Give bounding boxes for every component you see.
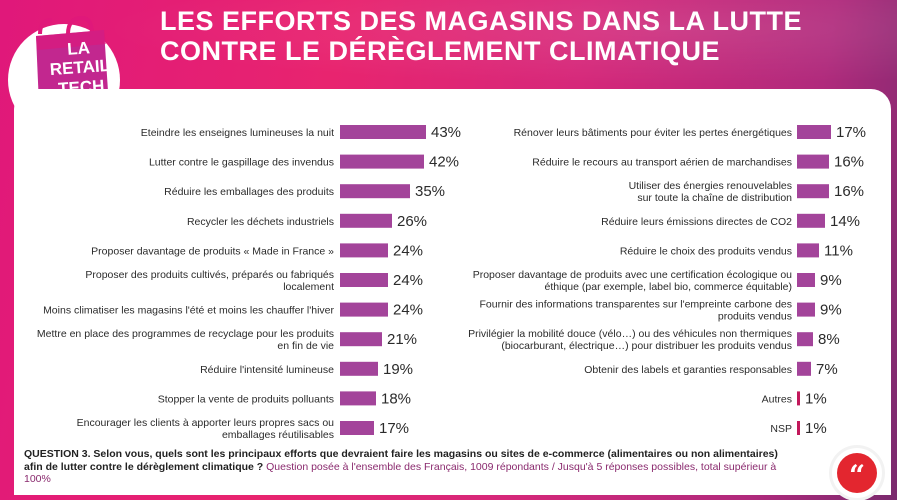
category-label-chart2-6-0: Fournir des informations transparentes s…: [480, 299, 793, 311]
category-label-chart1-0-0: Eteindre les enseignes lumineuses la nui…: [141, 127, 334, 139]
value-label-chart1-0: 43%: [431, 124, 461, 141]
bar-chart2-9: [797, 391, 800, 406]
bar-chart1-10: [340, 421, 374, 435]
value-label-chart2-3: 14%: [830, 213, 860, 230]
bar-chart2-7: [797, 332, 813, 347]
category-label-chart2-7-1: (biocarburant, électrique…) pour distrib…: [501, 340, 792, 352]
value-label-chart1-4: 24%: [393, 242, 423, 259]
value-label-chart2-6: 9%: [820, 302, 842, 319]
bar-chart1-8: [340, 361, 378, 376]
category-label-chart2-5-1: éthique (par exemple, label bio, commerc…: [545, 281, 792, 293]
bar-chart2-1: [797, 154, 829, 169]
bar-chart2-8: [797, 361, 811, 376]
category-label-chart1-10-1: emballages réutilisables: [222, 429, 334, 441]
category-label-chart1-9-0: Stopper la vente de produits polluants: [158, 393, 334, 405]
value-label-chart2-2: 16%: [834, 183, 864, 200]
value-label-chart1-10: 17%: [379, 420, 409, 437]
category-label-chart2-2-1: sur toute la chaîne de distribution: [637, 192, 792, 204]
bar-chart2-4: [797, 243, 819, 258]
value-label-chart1-1: 42%: [429, 154, 459, 171]
bar-chart1-0: [340, 125, 426, 139]
category-label-chart1-7-0: Mettre en place des programmes de recycl…: [37, 328, 334, 340]
quote-icon: “: [837, 453, 877, 493]
bar-chart2-6: [797, 302, 815, 317]
bar-chart1-7: [340, 332, 382, 347]
question-caption: QUESTION 3. Selon vous, quels sont les p…: [24, 448, 784, 486]
content-panel: [14, 89, 891, 495]
bar-chart2-3: [797, 213, 825, 228]
category-label-chart1-8-0: Réduire l'intensité lumineuse: [200, 364, 334, 376]
category-label-chart1-3-0: Recycler les déchets industriels: [187, 216, 334, 228]
category-label-chart1-5-0: Proposer des produits cultivés, préparés…: [85, 269, 334, 281]
value-label-chart2-5: 9%: [820, 272, 842, 289]
value-label-chart2-10: 1%: [805, 420, 827, 437]
category-label-chart1-2-0: Réduire les emballages des produits: [164, 186, 334, 198]
bar-chart1-5: [340, 273, 388, 287]
quote-badge[interactable]: “: [832, 448, 882, 498]
value-label-chart2-0: 17%: [836, 124, 866, 141]
title-line-2: CONTRE LE DÉRÈGLEMENT CLIMATIQUE: [160, 36, 720, 66]
value-label-chart2-4: 11%: [824, 242, 853, 259]
category-label-chart2-4-0: Réduire le choix des produits vendus: [620, 245, 792, 257]
category-label-chart2-10-0: NSP: [770, 423, 792, 435]
bar-chart2-5: [797, 273, 815, 287]
bar-chart1-3: [340, 213, 392, 228]
value-label-chart2-9: 1%: [805, 390, 827, 407]
category-label-chart1-10-0: Encourager les clients à apporter leurs …: [77, 417, 335, 429]
value-label-chart2-8: 7%: [816, 361, 838, 378]
question-note: Question posée à l'ensemble des Français…: [24, 460, 777, 486]
value-label-chart2-7: 8%: [818, 331, 840, 348]
bar-chart1-1: [340, 154, 424, 169]
category-label-chart2-6-1: produits vendus: [718, 311, 792, 323]
category-label-chart2-9-0: Autres: [762, 393, 792, 405]
bar-chart1-6: [340, 302, 388, 317]
bar-chart2-10: [797, 421, 800, 435]
value-label-chart2-1: 16%: [834, 154, 864, 171]
value-label-chart1-3: 26%: [397, 213, 427, 230]
category-label-chart2-1-0: Réduire le recours au transport aérien d…: [532, 157, 792, 169]
question-text: QUESTION 3. Selon vous, quels sont les p…: [24, 448, 778, 473]
category-label-chart2-7-0: Privilégier la mobilité douce (vélo…) ou…: [468, 328, 792, 340]
value-label-chart1-5: 24%: [393, 272, 423, 289]
category-label-chart2-5-0: Proposer davantage de produits avec une …: [473, 269, 792, 281]
category-label-chart1-1-0: Lutter contre le gaspillage des invendus: [149, 157, 334, 169]
bar-chart1-4: [340, 243, 388, 258]
value-label-chart1-7: 21%: [387, 331, 417, 348]
page-title: LES EFFORTS DES MAGASINS DANS LA LUTTE C…: [160, 6, 802, 66]
bar-chart2-0: [797, 125, 831, 139]
value-label-chart1-2: 35%: [415, 183, 445, 200]
bar-chart2-2: [797, 184, 829, 199]
title-line-1: LES EFFORTS DES MAGASINS DANS LA LUTTE: [160, 6, 803, 36]
category-label-chart2-3-0: Réduire leurs émissions directes de CO2: [601, 216, 792, 228]
value-label-chart1-8: 19%: [383, 361, 413, 378]
category-label-chart1-5-1: localement: [283, 281, 334, 293]
category-label-chart2-8-0: Obtenir des labels et garanties responsa…: [584, 364, 792, 376]
category-label-chart2-0-0: Rénover leurs bâtiments pour éviter les …: [514, 127, 792, 139]
bar-chart1-2: [340, 184, 410, 199]
category-label-chart1-6-0: Moins climatiser les magasins l'été et m…: [43, 305, 334, 317]
bar-chart1-9: [340, 391, 376, 406]
header-background: [0, 0, 897, 95]
category-label-chart1-7-1: en fin de vie: [277, 340, 334, 352]
value-label-chart1-9: 18%: [381, 390, 411, 407]
value-label-chart1-6: 24%: [393, 302, 423, 319]
category-label-chart1-4-0: Proposer davantage de produits « Made in…: [91, 245, 334, 257]
category-label-chart2-2-0: Utiliser des énergies renouvelables: [629, 180, 792, 192]
